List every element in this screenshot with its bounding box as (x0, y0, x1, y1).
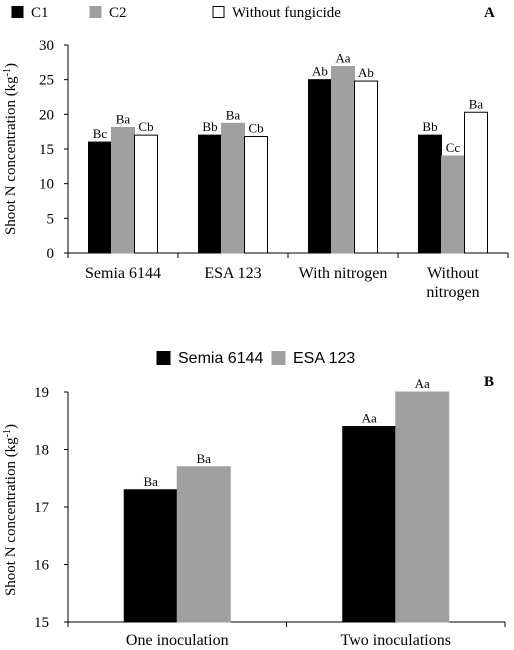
y-axis-title-text: Shoot N concentration (kg (3, 76, 19, 235)
legend-label: Semia 6144 (178, 350, 263, 367)
y-tick-label: 15 (34, 615, 49, 631)
y-axis-title-tail: ) (3, 63, 19, 68)
bar-esa-123 (176, 466, 231, 623)
chart-panel-B: 15 16 17 18 19 Ba Ba One inoculation Aa Aa Two ino… (2, 350, 506, 649)
bar-data-label: Aa (415, 376, 430, 391)
bar-without-fungicide (464, 111, 488, 254)
bar-data-label: Bb (202, 119, 217, 134)
bar-data-label: Ab (312, 64, 328, 79)
bar-c1 (198, 134, 222, 254)
chart-panel-A: 0 5 10 15 20 25 30 Bc Ba Cb Semia 6144 Bb Ba Cb ESA 12… (2, 5, 509, 301)
bar-data-label: Ba (116, 112, 131, 127)
bar-c2 (331, 65, 355, 254)
legend-swatch (271, 351, 286, 365)
bar-data-label: Ba (226, 107, 241, 122)
bar-semia-6144 (342, 426, 397, 623)
bar-c1 (418, 134, 442, 254)
bar-c2 (441, 155, 465, 254)
y-tick-label: 18 (34, 443, 49, 459)
bar-without-fungicide (354, 80, 378, 254)
y-tick-label: 17 (34, 500, 50, 516)
bar-c2 (221, 122, 245, 254)
y-tick-label: 10 (39, 177, 54, 193)
legend-label: ESA 123 (293, 350, 355, 367)
bar-c2 (111, 127, 135, 254)
bar-data-label: Ba (469, 96, 484, 111)
legend-swatch (212, 6, 225, 18)
bar-data-label: Bc (93, 126, 108, 141)
y-axis-title-text: Shoot N concentration (kg (3, 437, 19, 596)
legend-swatch (11, 6, 24, 18)
legend-swatch (156, 351, 171, 365)
x-category-label: With nitrogen (299, 265, 388, 282)
x-category-label: Semia 6144 (85, 265, 161, 282)
bar-c1 (88, 141, 112, 254)
bar-data-label: Aa (335, 50, 350, 65)
x-category-label: Two inoculations (341, 632, 451, 649)
panel-label: B (484, 374, 494, 390)
legend-label: Without fungicide (232, 5, 341, 21)
y-axis-title-superscript: -1 (2, 429, 13, 437)
legend-swatch (89, 6, 102, 18)
x-category-label: Without (427, 265, 479, 282)
y-axis-title: Shoot N concentration (kg-1) (2, 63, 20, 235)
y-axis-title-tail: ) (3, 424, 19, 429)
bar-data-label: Cc (446, 140, 461, 155)
x-category-label: nitrogen (426, 284, 479, 301)
y-axis-title: Shoot N concentration (kg-1) (2, 424, 20, 596)
y-tick-label: 15 (39, 142, 54, 158)
bar-data-label: Cb (248, 121, 263, 136)
x-category-label: ESA 123 (204, 265, 261, 282)
y-tick-label: 0 (47, 246, 55, 262)
bar-c1 (308, 79, 332, 254)
y-tick-label: 20 (39, 107, 54, 123)
legend-label: C2 (109, 5, 127, 21)
y-tick-label: 16 (34, 558, 50, 574)
legend-label: C1 (31, 5, 49, 21)
bar-without-fungicide (134, 134, 158, 254)
bar-data-label: Ab (358, 65, 374, 80)
bar-semia-6144 (123, 489, 178, 623)
bar-data-label: Aa (362, 411, 377, 426)
y-tick-label: 25 (39, 73, 54, 89)
y-tick-label: 19 (34, 385, 49, 401)
x-category-label: One inoculation (126, 632, 229, 649)
panel-label: A (484, 5, 495, 21)
bar-esa-123 (395, 391, 450, 623)
bar-data-label: Bb (422, 119, 437, 134)
bar-without-fungicide (244, 136, 268, 254)
y-tick-label: 30 (39, 38, 54, 54)
bar-data-label: Ba (197, 451, 212, 466)
bar-data-label: Cb (138, 119, 153, 134)
bar-data-label: Ba (144, 474, 159, 489)
y-axis-title-superscript: -1 (2, 68, 13, 76)
y-tick-label: 5 (47, 211, 55, 227)
